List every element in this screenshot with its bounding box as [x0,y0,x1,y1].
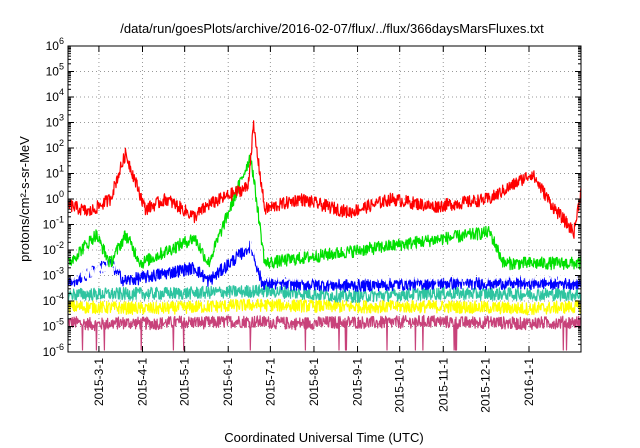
y-axis-label: protons/cm²-s-sr-MeV [17,136,32,262]
series-line-2 [67,284,582,303]
x-tick-label: 2015-6-1 [221,358,235,406]
x-tick-label: 2015-5-1 [178,358,192,406]
series-line-0 [67,314,582,351]
x-tick-label: 2015-3-1 [92,358,106,406]
series-layer [67,120,582,351]
series-line-1 [67,298,582,316]
x-tick-label: 2015-10-1 [393,358,407,413]
x-tick-label: 2015-11-1 [436,358,450,412]
series-line-6 [67,120,582,239]
x-tick-label: 2015-12-1 [478,358,492,413]
x-tick-label: 2015-7-1 [263,358,277,406]
series-line-3 [67,239,582,292]
x-tick-label: 2015-9-1 [351,358,365,406]
x-axis-label: Coordinated Universal Time (UTC) [224,430,423,445]
x-tick-label: 2015-4-1 [135,358,149,406]
x-tick-label: 2016-1-1 [522,358,536,406]
series-line-5 [67,154,582,271]
chart-title: /data/run/goesPlots/archive/2016-02-07/f… [120,21,544,36]
x-tick-label: 2015-8-1 [307,358,321,406]
